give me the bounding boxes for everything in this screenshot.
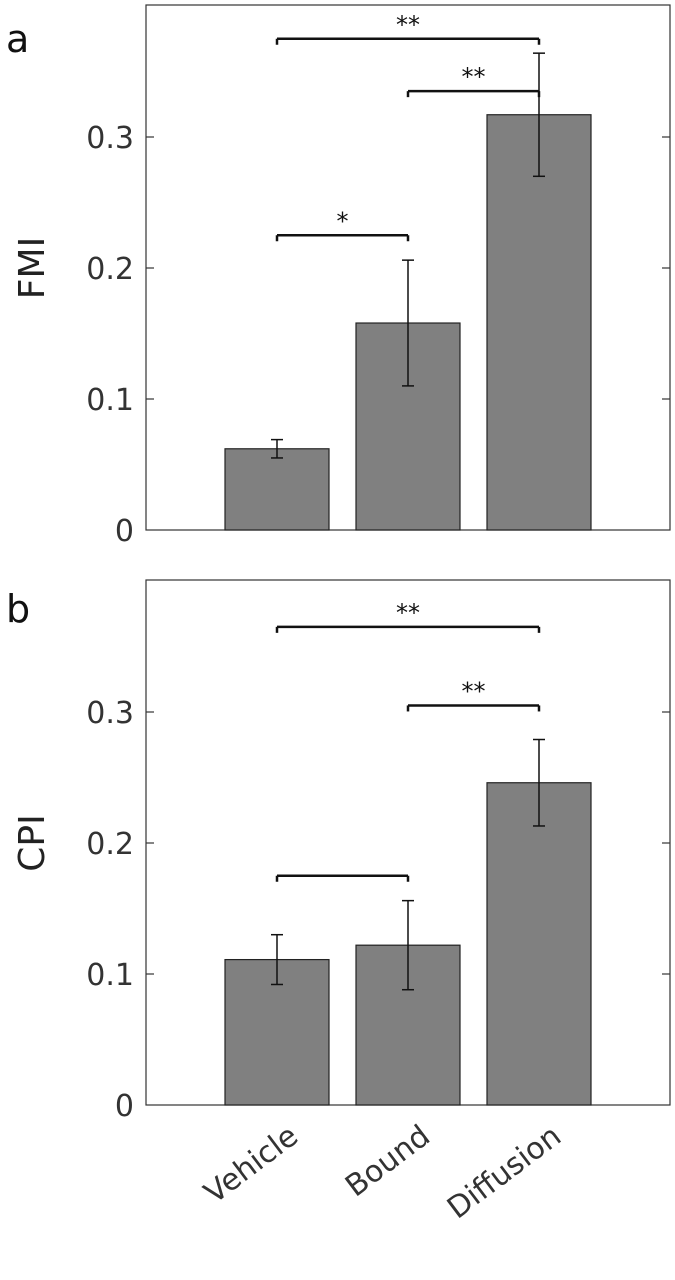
y-tick-label: 0.3: [86, 696, 134, 731]
y-tick-label: 0.2: [86, 252, 134, 287]
y-tick-label: 0: [115, 514, 134, 549]
panel-letter-a: a: [6, 17, 29, 61]
x-category-label: Vehicle: [198, 1118, 305, 1211]
y-tick-label: 0.1: [86, 383, 134, 418]
y-axis-label: FMI: [12, 237, 53, 299]
bar-diffusion: [486, 782, 592, 1106]
y-tick-label: 0.3: [86, 121, 134, 156]
x-category-label: Diffusion: [441, 1118, 568, 1226]
y-tick-label: 0: [115, 1089, 134, 1124]
significance-label: **: [396, 599, 420, 627]
significance-label: *: [337, 207, 349, 235]
significance-label: **: [396, 11, 420, 39]
significance-label: **: [462, 63, 486, 91]
y-axis-label: CPI: [12, 814, 53, 871]
bar-vehicle: [224, 448, 330, 531]
x-category-label: Bound: [339, 1118, 437, 1204]
bar-diffusion: [486, 114, 592, 531]
panel-letter-b: b: [6, 587, 30, 631]
significance-label: **: [462, 677, 486, 705]
y-tick-label: 0.2: [86, 827, 134, 862]
y-tick-label: 0.1: [86, 958, 134, 993]
